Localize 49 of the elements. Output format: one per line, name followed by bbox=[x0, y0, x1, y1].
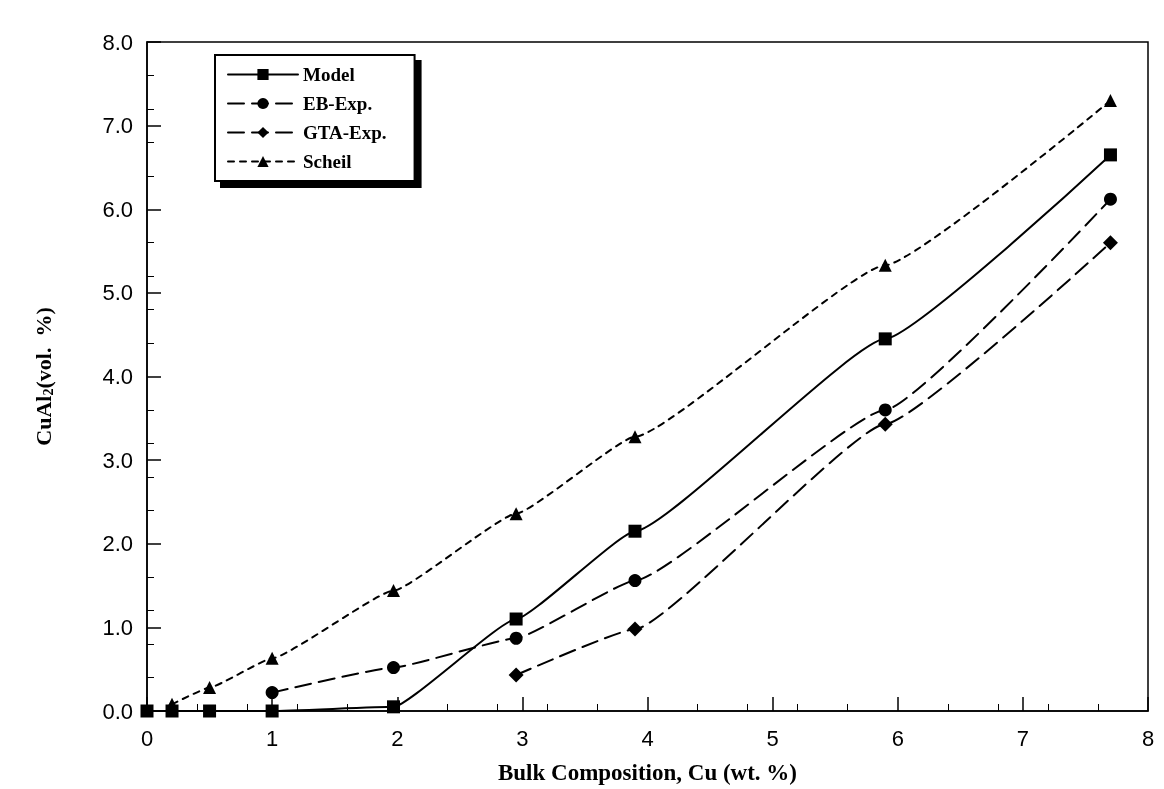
point bbox=[878, 258, 892, 272]
y-tick-label: 5.0 bbox=[102, 280, 133, 306]
y-tick-label: 1.0 bbox=[102, 614, 133, 640]
legend-label: GTA-Exp. bbox=[303, 122, 387, 143]
point bbox=[878, 332, 892, 346]
y-tick-label: 3.0 bbox=[102, 447, 133, 473]
point bbox=[387, 661, 400, 675]
x-tick-label: 5 bbox=[766, 725, 779, 751]
legend-label: Scheil bbox=[303, 151, 352, 172]
point bbox=[1103, 148, 1117, 162]
y-tick-label: 4.0 bbox=[102, 364, 133, 389]
x-axis-title: Bulk Composition, Cu (wt. %) bbox=[497, 760, 798, 785]
point bbox=[140, 704, 154, 718]
y-tick-label: 6.0 bbox=[102, 196, 133, 222]
point bbox=[1102, 235, 1118, 251]
y-axis-title: CuAl2(vol. %) bbox=[30, 307, 56, 446]
point bbox=[387, 584, 400, 598]
point bbox=[628, 574, 642, 588]
point bbox=[628, 524, 642, 538]
point bbox=[203, 681, 217, 695]
x-tick-label: 1 bbox=[266, 725, 279, 751]
point bbox=[877, 416, 893, 432]
point bbox=[628, 430, 642, 444]
point bbox=[387, 700, 400, 714]
x-tick-label: 3 bbox=[516, 725, 529, 751]
point bbox=[508, 667, 524, 683]
point bbox=[627, 621, 643, 637]
point bbox=[203, 704, 217, 718]
y-tick-label: 8.0 bbox=[102, 29, 133, 55]
point bbox=[265, 704, 279, 718]
x-tick-label: 0 bbox=[140, 725, 154, 751]
y-tick-label: 2.0 bbox=[102, 531, 133, 557]
point bbox=[878, 403, 892, 417]
point bbox=[509, 612, 523, 626]
legend-label: Model bbox=[303, 64, 355, 85]
y-tick-label: 0.0 bbox=[102, 698, 133, 724]
point bbox=[1103, 192, 1117, 206]
point bbox=[265, 686, 279, 700]
y-tick-label: 7.0 bbox=[102, 113, 133, 139]
point bbox=[265, 651, 279, 665]
x-tick-label: 7 bbox=[1016, 725, 1029, 751]
point bbox=[509, 631, 523, 645]
x-tick-label: 8 bbox=[1141, 725, 1155, 751]
x-tick-label: 2 bbox=[391, 725, 404, 751]
x-tick-label: 6 bbox=[891, 725, 904, 751]
legend-label: EB-Exp. bbox=[303, 93, 373, 114]
point bbox=[1103, 94, 1117, 108]
point bbox=[509, 507, 523, 521]
x-tick-label: 4 bbox=[641, 725, 654, 751]
